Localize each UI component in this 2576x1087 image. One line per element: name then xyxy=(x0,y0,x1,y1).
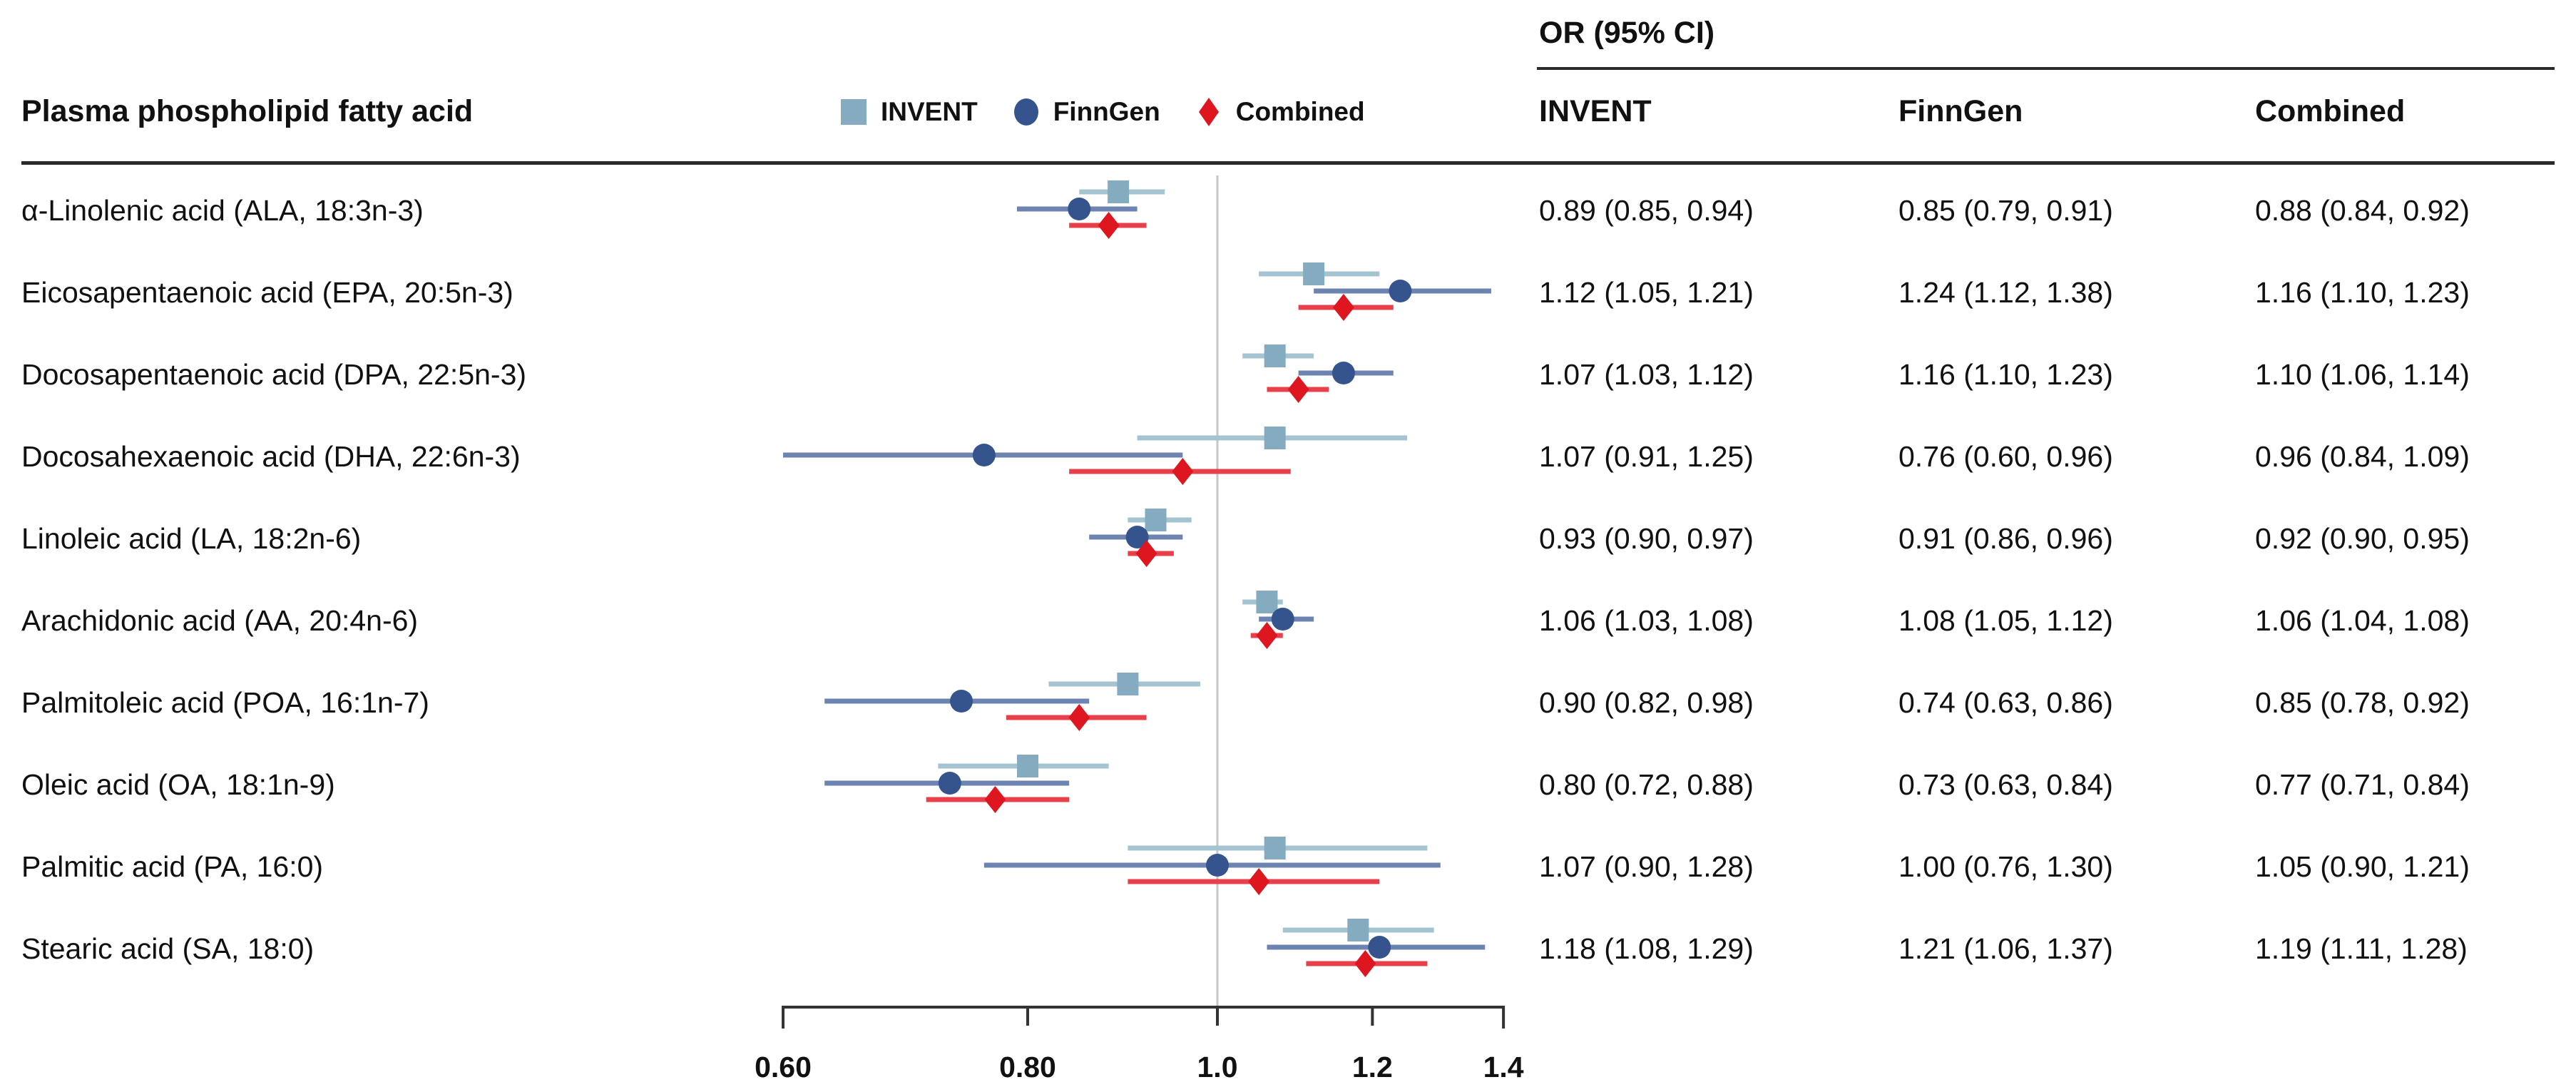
or-value-invent: 1.06 (1.03, 1.08) xyxy=(1539,604,1754,637)
or-value-invent: 1.18 (1.08, 1.29) xyxy=(1539,932,1754,965)
or-value-invent: 1.07 (0.91, 1.25) xyxy=(1539,440,1754,473)
or-value-invent: 0.90 (0.82, 0.98) xyxy=(1539,686,1754,719)
legend-label-combined: Combined xyxy=(1235,97,1365,126)
marker-finngen xyxy=(972,444,996,466)
fatty-acid-label: Docosapentaenoic acid (DPA, 22:5n-3) xyxy=(21,358,527,391)
x-axis-tick-label: 0.60 xyxy=(755,1051,812,1083)
combined-diamond-icon xyxy=(1198,98,1219,126)
or-value-invent: 0.80 (0.72, 0.88) xyxy=(1539,768,1754,801)
page-title: Plasma phospholipid fatty acid xyxy=(21,94,474,128)
or-value-combined: 1.06 (1.04, 1.08) xyxy=(2255,604,2470,637)
forest-plot-svg: 0.60 0.80 1.0 1.2 1.4 xyxy=(755,175,1524,1083)
fatty-acid-label: Eicosapentaenoic acid (EPA, 20:5n-3) xyxy=(21,276,513,309)
finngen-circle-icon xyxy=(1013,98,1038,126)
fatty-acid-label: Palmitic acid (PA, 16:0) xyxy=(21,850,324,883)
marker-combined xyxy=(1287,376,1309,403)
marker-combined xyxy=(1068,704,1090,731)
x-axis-tick-label: 1.4 xyxy=(1483,1051,1524,1083)
or-value-finngen: 0.91 (0.86, 0.96) xyxy=(1898,522,2113,555)
header-rule-right xyxy=(1537,67,2555,70)
legend-entry-finngen: FinnGen xyxy=(1011,96,1160,128)
or-value-combined: 0.92 (0.90, 0.95) xyxy=(2255,522,2470,555)
marker-finngen xyxy=(950,690,973,713)
or-value-combined: 0.85 (0.78, 0.92) xyxy=(2255,686,2470,719)
or-value-finngen: 0.76 (0.60, 0.96) xyxy=(1898,440,2113,473)
fatty-acid-label: Palmitoleic acid (POA, 16:1n-7) xyxy=(21,686,429,719)
header-rule-full xyxy=(21,161,2555,165)
marker-combined xyxy=(1135,540,1157,567)
marker-invent xyxy=(1347,919,1369,941)
or-value-invent: 1.07 (0.90, 1.28) xyxy=(1539,850,1754,883)
column-header-finngen: FinnGen xyxy=(1898,94,2023,128)
marker-combined xyxy=(1172,458,1194,485)
or-value-combined: 1.19 (1.11, 1.28) xyxy=(2255,932,2468,965)
x-axis xyxy=(782,1006,1506,1029)
legend-label-invent: INVENT xyxy=(881,97,978,126)
marker-invent xyxy=(1264,427,1286,449)
legend: INVENT FinnGen Combined xyxy=(838,91,1365,133)
fatty-acid-label: Docosahexaenoic acid (DHA, 22:6n-3) xyxy=(21,440,521,473)
marker-invent xyxy=(1145,509,1167,531)
marker-finngen xyxy=(1332,362,1355,384)
marker-combined xyxy=(1098,212,1120,239)
legend-entry-combined: Combined xyxy=(1193,96,1365,128)
x-axis-tick-label: 1.0 xyxy=(1197,1051,1238,1083)
or-value-finngen: 0.74 (0.63, 0.86) xyxy=(1898,686,2113,719)
or-value-invent: 0.93 (0.90, 0.97) xyxy=(1539,522,1754,555)
marker-finngen xyxy=(1068,198,1091,220)
or-value-combined: 1.05 (0.90, 1.21) xyxy=(2255,850,2470,883)
marker-invent xyxy=(1117,673,1139,695)
marker-combined xyxy=(1354,950,1376,977)
marker-finngen xyxy=(1368,936,1391,959)
marker-invent xyxy=(1303,262,1325,285)
marker-invent xyxy=(1264,345,1286,367)
marker-finngen xyxy=(1271,608,1294,631)
or-value-finngen: 1.16 (1.10, 1.23) xyxy=(1898,358,2113,391)
invent-square-icon xyxy=(841,99,867,125)
marker-combined xyxy=(1248,868,1270,895)
or-value-invent: 0.89 (0.85, 0.94) xyxy=(1539,194,1754,227)
column-header-invent: INVENT xyxy=(1539,94,1652,128)
or-ci-header: OR (95% CI) xyxy=(1539,16,1715,50)
marker-invent xyxy=(1264,837,1286,859)
marker-invent xyxy=(1108,180,1130,203)
marker-finngen xyxy=(938,772,961,795)
x-axis-tick-label: 0.80 xyxy=(999,1051,1056,1083)
or-value-finngen: 1.21 (1.06, 1.37) xyxy=(1898,932,2113,965)
marker-combined xyxy=(984,786,1006,813)
legend-label-finngen: FinnGen xyxy=(1053,97,1160,126)
marker-invent xyxy=(1256,591,1278,613)
or-value-finngen: 0.73 (0.63, 0.84) xyxy=(1898,768,2113,801)
marker-finngen xyxy=(1389,280,1412,302)
legend-entry-invent: INVENT xyxy=(838,96,978,128)
or-value-combined: 0.96 (0.84, 1.09) xyxy=(2255,440,2470,473)
or-value-finngen: 1.00 (0.76, 1.30) xyxy=(1898,850,2113,883)
marker-invent xyxy=(1016,755,1038,777)
fatty-acid-label: α-Linolenic acid (ALA, 18:3n-3) xyxy=(21,194,424,227)
marker-combined xyxy=(1332,294,1354,321)
fatty-acid-label: Oleic acid (OA, 18:1n-9) xyxy=(21,768,335,801)
or-value-invent: 1.07 (1.03, 1.12) xyxy=(1539,358,1754,391)
fatty-acid-label: Linoleic acid (LA, 18:2n-6) xyxy=(21,522,362,555)
fatty-acid-label: Arachidonic acid (AA, 20:4n-6) xyxy=(21,604,419,637)
marker-combined xyxy=(1256,622,1278,649)
or-value-combined: 0.77 (0.71, 0.84) xyxy=(2255,768,2470,801)
or-value-finngen: 1.08 (1.05, 1.12) xyxy=(1898,604,2113,637)
column-header-combined: Combined xyxy=(2255,94,2406,128)
or-value-combined: 1.16 (1.10, 1.23) xyxy=(2255,276,2470,309)
x-axis-tick-label: 1.2 xyxy=(1352,1051,1393,1083)
or-value-finngen: 0.85 (0.79, 0.91) xyxy=(1898,194,2113,227)
or-value-combined: 1.10 (1.06, 1.14) xyxy=(2255,358,2470,391)
marker-finngen xyxy=(1206,854,1229,877)
or-value-finngen: 1.24 (1.12, 1.38) xyxy=(1898,276,2113,309)
fatty-acid-label: Stearic acid (SA, 18:0) xyxy=(21,932,315,965)
or-value-combined: 0.88 (0.84, 0.92) xyxy=(2255,194,2470,227)
marker-finngen xyxy=(1125,526,1149,548)
or-value-invent: 1.12 (1.05, 1.21) xyxy=(1539,276,1754,309)
